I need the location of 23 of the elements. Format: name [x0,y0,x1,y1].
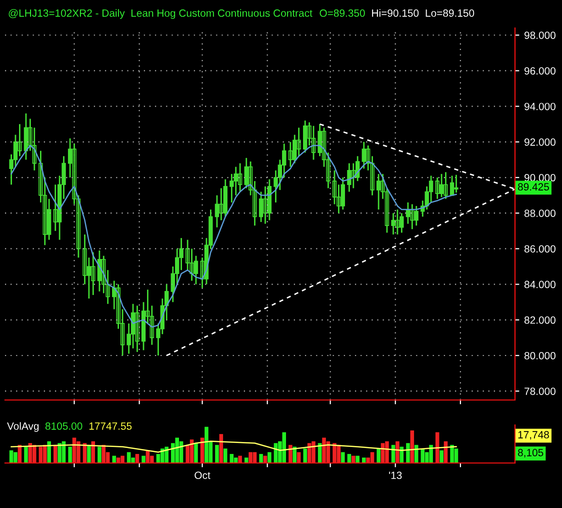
text: Lo=89.150 [426,9,474,17]
y-tick-label: 90.000 [524,174,556,182]
y-tick-label: 78.000 [524,388,556,395]
chart-title: @LHJ13=102XR2 - Daily Lean Hog Custom Continuous Contract [8,9,312,19]
y-tick-label: 92.000 [524,138,556,146]
text: 17,748 [518,431,549,440]
y-tick-label: 80.000 [524,352,556,360]
y-tick-label: 84.000 [524,280,556,288]
text: Hi=90.150 [372,9,419,17]
text: 8,105 [518,448,544,458]
y-tick-label: 94.000 [524,102,556,110]
x-tick-label: Oct [194,472,210,479]
y-tick-label: 86.000 [524,245,556,253]
y-tick-label: 98.000 [524,32,556,39]
y-tick-label: 82.000 [524,316,556,324]
y-tick-label: 88.000 [524,210,556,217]
annotation: 89.425 [518,183,549,191]
annotation: VolAvg [7,422,39,432]
annotation: 8105.00 [45,422,82,430]
text: O=89.350 [320,9,365,17]
annotation: 17747.55 [89,422,132,430]
x-tick-label: '13 [389,472,402,479]
y-tick-label: 96.000 [524,67,556,75]
